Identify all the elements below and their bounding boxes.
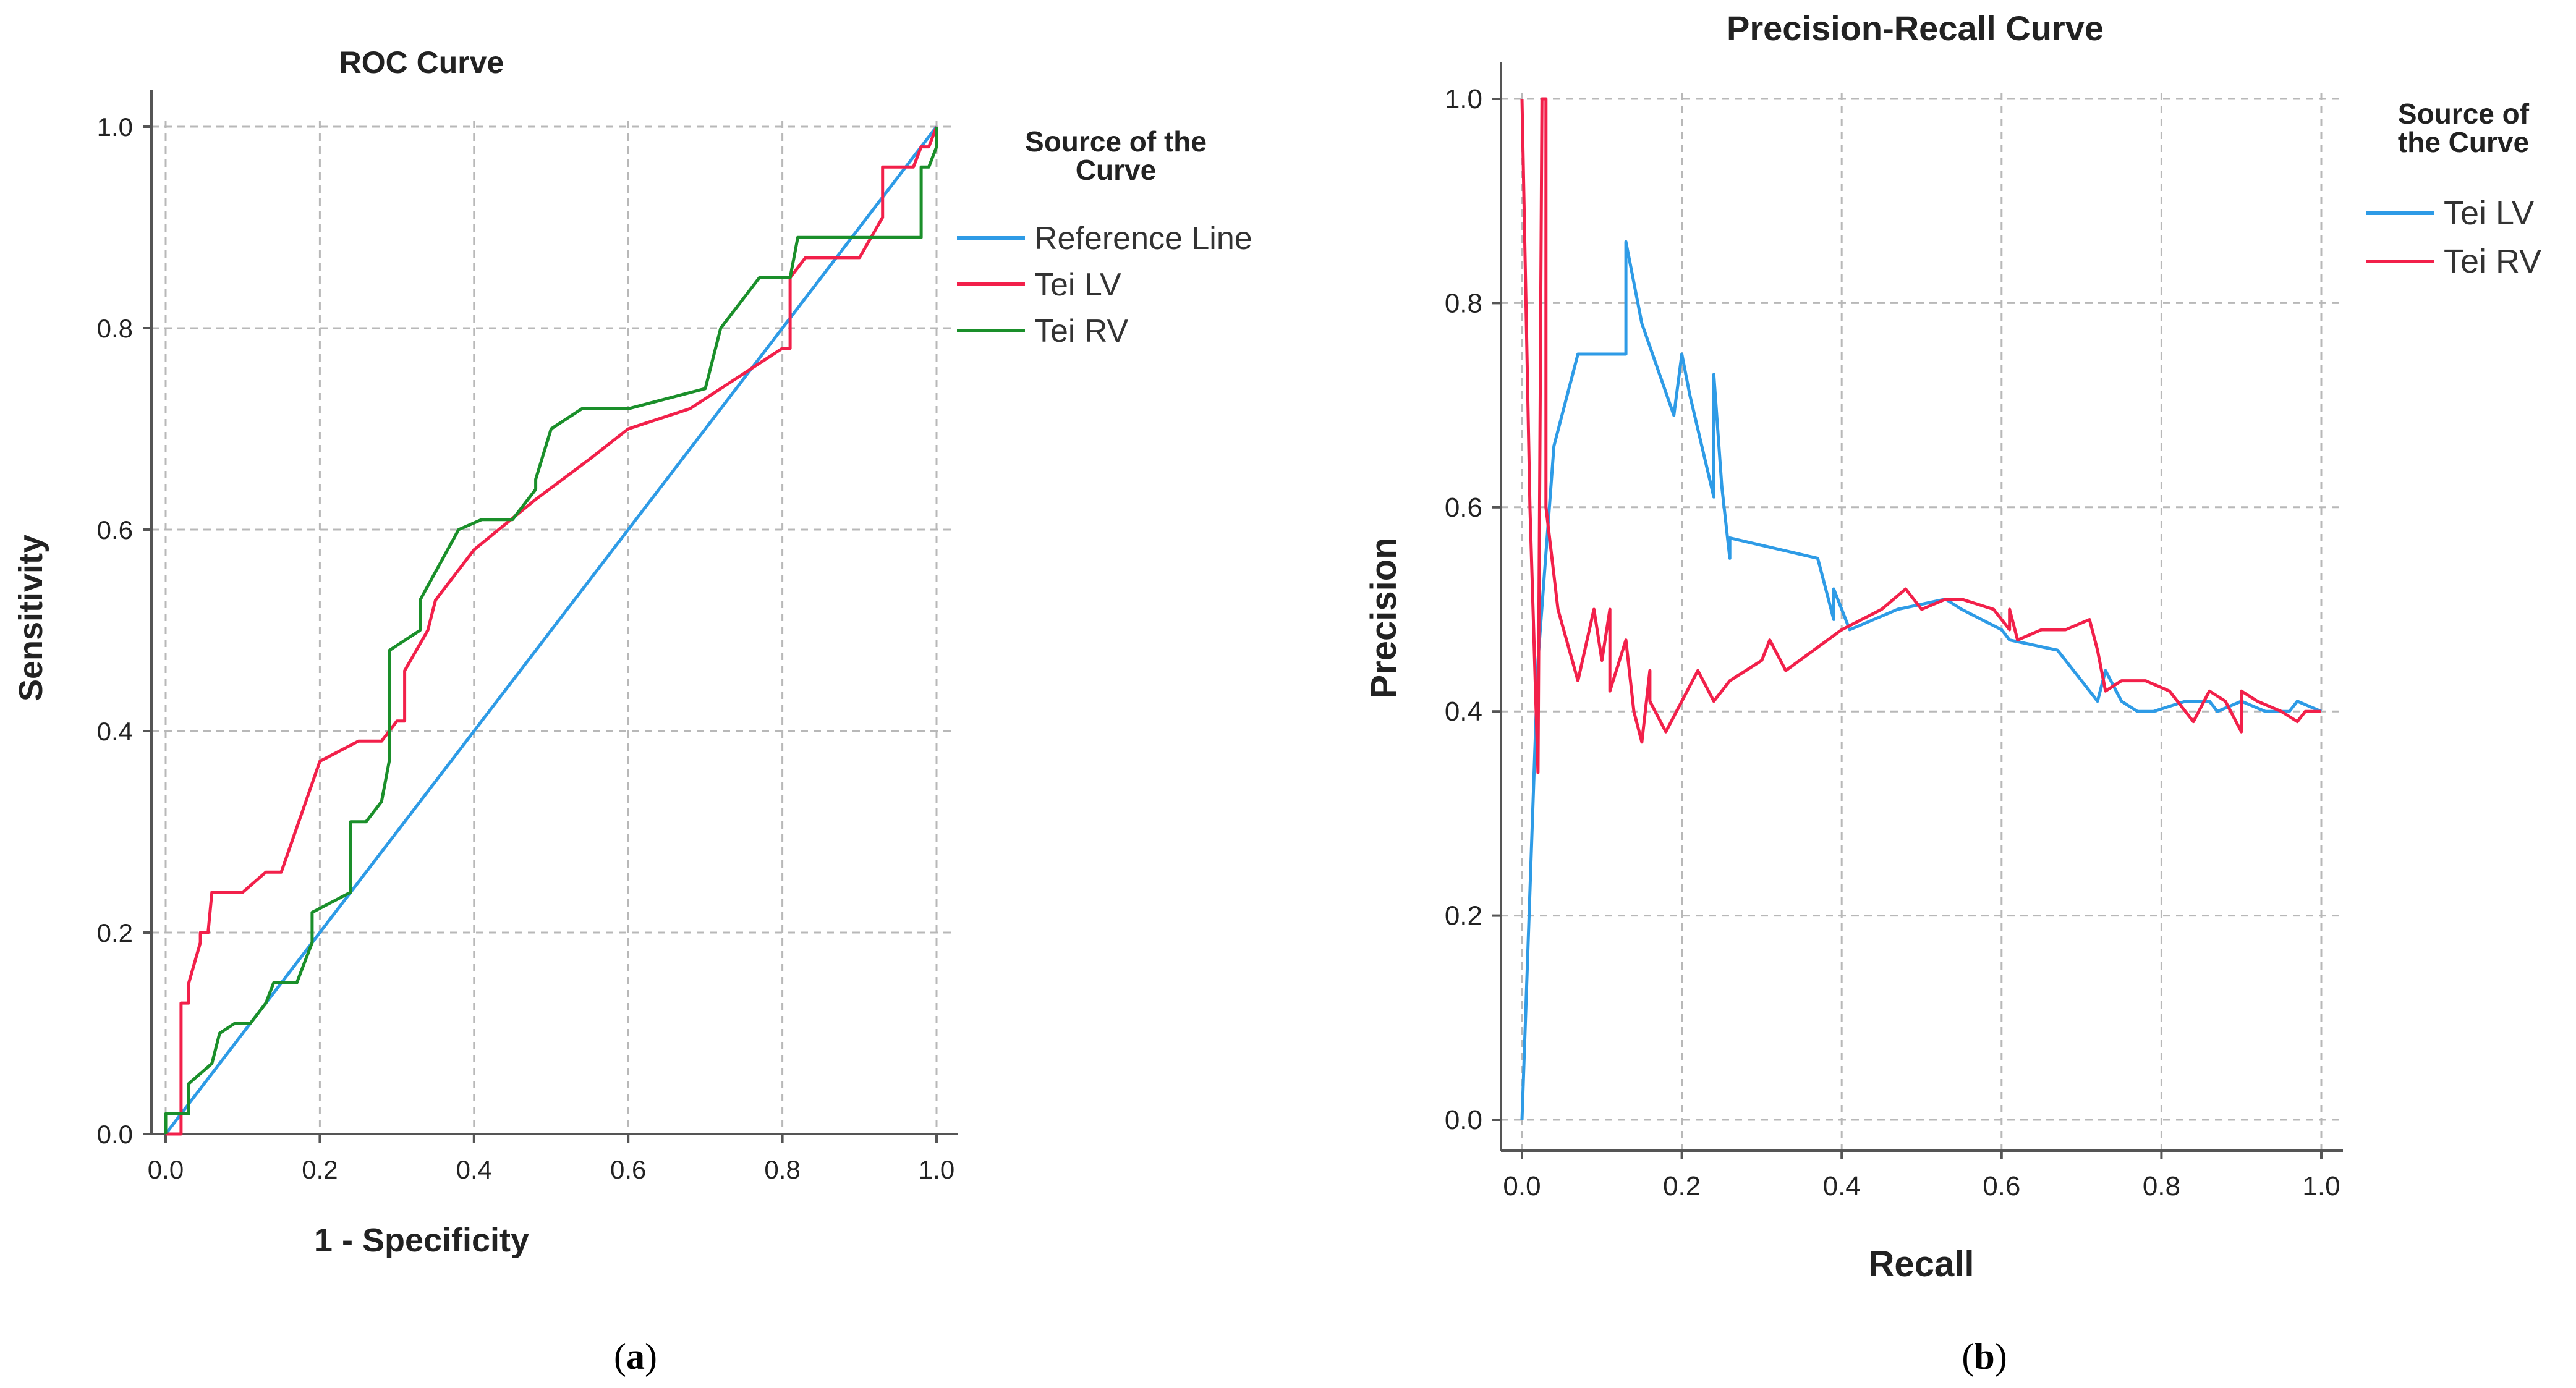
roc-series-line-tei-lv [166, 126, 938, 1136]
pr-x-tick-label: 0.0 [1503, 1171, 1541, 1201]
roc-chart-panel: ROC Curve 0.0 0.2 0.4 0.6 0.8 1.0 0.0 0.2 0.4 0.6… [12, 45, 1252, 1377]
pr-x-tick-label: 0.4 [1823, 1171, 1861, 1201]
roc-x-tick-label: 0.4 [456, 1155, 492, 1184]
roc-plot-area: 0.0 0.2 0.4 0.6 0.8 1.0 0.0 0.2 0.4 0.6 0.8 1.0 [97, 90, 958, 1184]
pr-x-tick-label: 0.2 [1663, 1171, 1701, 1201]
roc-y-axis-label: Sensitivity [12, 535, 49, 701]
roc-y-tick-label: 0.2 [97, 918, 133, 947]
pr-x-tick-label: 0.8 [2143, 1171, 2180, 1201]
panel-a-caption: (a) [614, 1336, 657, 1377]
roc-y-tick-label: 0.8 [97, 314, 133, 343]
roc-y-tick-label: 0.6 [97, 515, 133, 544]
pr-y-tick-label: 0.0 [1445, 1105, 1482, 1135]
roc-legend: Source of the Curve Reference Line Tei LV T… [957, 125, 1252, 349]
roc-x-axis-label: 1 - Specificity [314, 1222, 529, 1259]
roc-series-line-tei-rv [164, 127, 938, 1134]
pr-y-tick-label: 0.2 [1445, 901, 1482, 931]
pr-x-tick-label: 1.0 [2302, 1171, 2340, 1201]
pr-chart-panel: Precision-Recall Curve 0.0 0.2 0.4 0.6 0.8 1.… [1364, 9, 2541, 1377]
pr-y-tick-label: 1.0 [1445, 84, 1482, 114]
roc-series-line-reference-line [164, 125, 938, 1135]
pr-series-line-tei-rv [1520, 97, 2321, 774]
pr-y-tick-label: 0.8 [1445, 288, 1482, 318]
pr-y-axis-label: Precision [1364, 537, 1404, 698]
roc-x-tick-label: 0.8 [764, 1155, 800, 1184]
pr-series-line-tei-lv [1520, 240, 2322, 1120]
pr-legend-items: Tei LV Tei RV [2366, 195, 2541, 280]
pr-legend-label-tei-lv: Tei LV [2444, 195, 2534, 232]
pr-y-tick-label: 0.6 [1445, 493, 1482, 523]
pr-legend: Source of the Curve Tei LV Tei RV [2366, 98, 2541, 280]
roc-y-tick-label: 0.4 [97, 717, 133, 746]
roc-x-tick-label: 1.0 [919, 1155, 954, 1184]
pr-legend-label-tei-rv: Tei RV [2444, 243, 2541, 280]
roc-legend-items: Reference Line Tei LV Tei RV [957, 221, 1252, 349]
roc-legend-title: Source of the Curve [1025, 125, 1207, 186]
roc-y-tick-label: 1.0 [97, 112, 133, 142]
roc-chart-title: ROC Curve [339, 45, 504, 80]
roc-x-tick-label: 0.0 [148, 1155, 184, 1184]
roc-y-tick-label: 0.0 [97, 1120, 133, 1149]
roc-x-tick-label: 0.2 [302, 1155, 338, 1184]
pr-chart-title: Precision-Recall Curve [1727, 9, 2104, 48]
panel-b-caption: (b) [1962, 1336, 2007, 1377]
roc-legend-label-reference-line: Reference Line [1034, 221, 1252, 256]
pr-x-tick-label: 0.6 [1983, 1171, 2020, 1201]
pr-plot-area: 0.0 0.2 0.4 0.6 0.8 1.0 0.0 0.2 0.4 0.6 0.8 1.0 [1445, 62, 2343, 1201]
roc-x-tick-label: 0.6 [610, 1155, 646, 1184]
roc-legend-label-tei-rv: Tei RV [1034, 313, 1129, 349]
pr-legend-title: Source of the Curve [2398, 98, 2530, 158]
roc-legend-label-tei-lv: Tei LV [1034, 267, 1121, 303]
pr-x-axis-label: Recall [1869, 1244, 1975, 1284]
pr-y-tick-label: 0.4 [1445, 696, 1482, 727]
